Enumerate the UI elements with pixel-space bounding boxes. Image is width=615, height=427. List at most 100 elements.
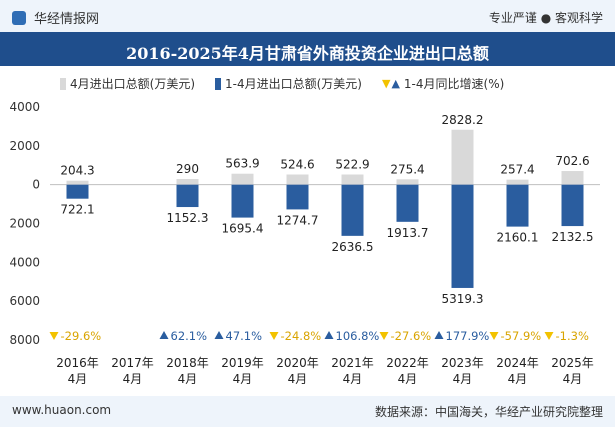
x-tick-label: 2021年	[331, 356, 374, 370]
x-tick-label: 4月	[123, 372, 143, 386]
legend-label-growth: 1-4月同比增速(%)	[403, 77, 505, 91]
data-label-import: 1274.7	[277, 213, 319, 227]
legend: 4月进出口总额(万美元) 1-4月进出口总额(万美元) ▼ ▲ 1-4月同比增速…	[60, 75, 600, 92]
triangle-up-icon: ▲	[391, 77, 400, 90]
x-tick-label: 4月	[68, 372, 88, 386]
x-tick-label: 2020年	[276, 356, 319, 370]
data-label-export: 2828.2	[442, 113, 484, 127]
x-tick-label: 2018年	[166, 356, 209, 370]
data-label-import: 1913.7	[387, 226, 429, 240]
growth-down-marker	[379, 332, 389, 340]
x-tick-label: 4月	[178, 372, 198, 386]
data-label-import: 2160.1	[497, 231, 539, 245]
legend-item-import: 1-4月进出口总额(万美元)	[215, 75, 362, 92]
x-tick-label: 4月	[453, 372, 473, 386]
data-label-export: 275.4	[390, 162, 424, 176]
y-tick-label: 2000	[9, 217, 40, 231]
x-tick-label: 2016年	[56, 356, 99, 370]
brand-name: 华经情报网	[34, 12, 100, 27]
data-label-import: 2132.5	[552, 230, 594, 244]
legend-label-export: 4月进出口总额(万美元)	[70, 77, 195, 91]
data-label-export: 290	[176, 162, 199, 176]
x-tick-label: 2024年	[496, 356, 539, 370]
footer-bar	[0, 396, 615, 427]
data-label-export: 524.6	[280, 157, 314, 171]
data-label-growth: 47.1%	[226, 329, 263, 343]
bar-export	[176, 179, 199, 185]
bar-import	[341, 184, 364, 236]
bar-export	[451, 129, 474, 185]
x-tick-label: 2025年	[551, 356, 594, 370]
growth-down-marker	[49, 332, 59, 340]
bar-export	[231, 173, 254, 185]
data-label-growth: 62.1%	[171, 329, 208, 343]
footer-site: www.huaon.com	[12, 403, 112, 417]
triangle-down-icon: ▼	[381, 77, 391, 90]
growth-up-marker	[434, 331, 444, 339]
legend-item-export: 4月进出口总额(万美元)	[60, 75, 195, 92]
data-label-growth: -27.6%	[391, 329, 432, 343]
y-tick-label: 6000	[9, 294, 40, 308]
bar-import	[66, 184, 89, 199]
x-tick-label: 4月	[398, 372, 418, 386]
legend-label-import: 1-4月进出口总额(万美元)	[225, 77, 362, 91]
data-label-import: 2636.5	[332, 240, 374, 254]
title-bar	[0, 32, 615, 66]
bar-import	[451, 184, 474, 288]
bar-import	[506, 184, 529, 227]
data-label-export: 702.6	[555, 154, 589, 168]
bar-import	[176, 184, 199, 208]
x-tick-label: 2017年	[111, 356, 154, 370]
x-tick-label: 2023年	[441, 356, 484, 370]
data-label-growth: 106.8%	[336, 329, 380, 343]
bar-export	[561, 171, 584, 185]
chart-title: 2016-2025年4月甘肃省外商投资企业进出口总额	[126, 44, 489, 63]
slogan: 专业严谨 ● 客观科学	[488, 11, 603, 25]
bar-export	[396, 179, 419, 185]
data-label-export: 257.4	[500, 163, 534, 177]
data-label-growth: -57.9%	[501, 329, 542, 343]
x-tick-label: 4月	[508, 372, 528, 386]
legend-item-growth: ▼ ▲ 1-4月同比增速(%)	[382, 75, 504, 92]
x-tick-label: 2022年	[386, 356, 429, 370]
data-label-growth: -1.3%	[556, 329, 589, 343]
x-tick-label: 4月	[233, 372, 253, 386]
bar-import	[231, 184, 254, 218]
y-tick-label: 2000	[9, 139, 40, 153]
bar-export	[341, 174, 364, 185]
data-label-import: 5319.3	[442, 292, 484, 306]
legend-swatch-export	[60, 77, 66, 90]
y-tick-label: 4000	[9, 255, 40, 269]
growth-down-marker	[489, 332, 499, 340]
data-label-growth: 177.9%	[446, 329, 490, 343]
data-label-import: 1695.4	[222, 222, 264, 236]
data-label-export: 204.3	[60, 164, 94, 178]
bar-import	[561, 184, 584, 227]
data-label-import: 1152.3	[167, 211, 209, 225]
bar-export	[506, 179, 529, 185]
top-bar	[0, 0, 615, 32]
growth-up-marker	[159, 331, 169, 339]
data-label-import: 722.1	[60, 203, 94, 217]
data-label-growth: -29.6%	[61, 329, 102, 343]
data-label-export: 522.9	[335, 158, 369, 172]
brand-logo-icon	[12, 10, 26, 25]
y-tick-label: 4000	[9, 100, 40, 114]
y-tick-label: 0	[32, 178, 40, 192]
growth-down-marker	[269, 332, 279, 340]
footer-source: 数据来源：中国海关，华经产业研究院整理	[374, 405, 603, 419]
x-tick-label: 2019年	[221, 356, 264, 370]
bar-export	[66, 180, 89, 185]
bar-import	[286, 184, 309, 210]
bar-import	[396, 184, 419, 222]
data-label-export: 563.9	[225, 157, 259, 171]
y-tick-label: 8000	[9, 333, 40, 347]
data-label-growth: -24.8%	[281, 329, 322, 343]
growth-up-marker	[324, 331, 334, 339]
x-tick-label: 4月	[343, 372, 363, 386]
x-tick-label: 4月	[288, 372, 308, 386]
x-tick-label: 4月	[563, 372, 583, 386]
bar-export	[286, 174, 309, 185]
brand: 华经情报网	[12, 8, 99, 27]
